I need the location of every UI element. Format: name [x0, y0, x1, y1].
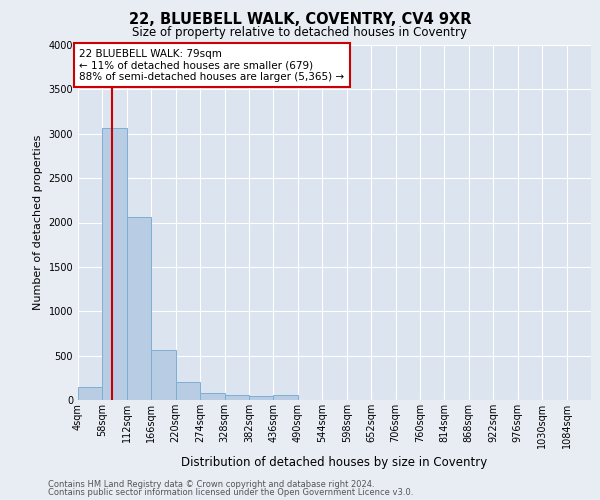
Bar: [249, 396, 274, 400]
Bar: [224, 395, 249, 400]
Text: Contains HM Land Registry data © Crown copyright and database right 2024.: Contains HM Land Registry data © Crown c…: [48, 480, 374, 489]
Bar: [78, 386, 103, 400]
Bar: [274, 395, 298, 400]
Bar: [103, 128, 127, 400]
Bar: [200, 393, 224, 400]
Bar: [127, 217, 151, 400]
Text: Contains public sector information licensed under the Open Government Licence v3: Contains public sector information licen…: [48, 488, 413, 497]
Text: 22 BLUEBELL WALK: 79sqm
← 11% of detached houses are smaller (679)
88% of semi-d: 22 BLUEBELL WALK: 79sqm ← 11% of detache…: [79, 48, 344, 82]
Text: 22, BLUEBELL WALK, COVENTRY, CV4 9XR: 22, BLUEBELL WALK, COVENTRY, CV4 9XR: [129, 12, 471, 28]
Bar: [151, 350, 176, 400]
Y-axis label: Number of detached properties: Number of detached properties: [33, 135, 43, 310]
X-axis label: Distribution of detached houses by size in Coventry: Distribution of detached houses by size …: [181, 456, 488, 469]
Bar: [176, 382, 200, 400]
Text: Size of property relative to detached houses in Coventry: Size of property relative to detached ho…: [133, 26, 467, 39]
